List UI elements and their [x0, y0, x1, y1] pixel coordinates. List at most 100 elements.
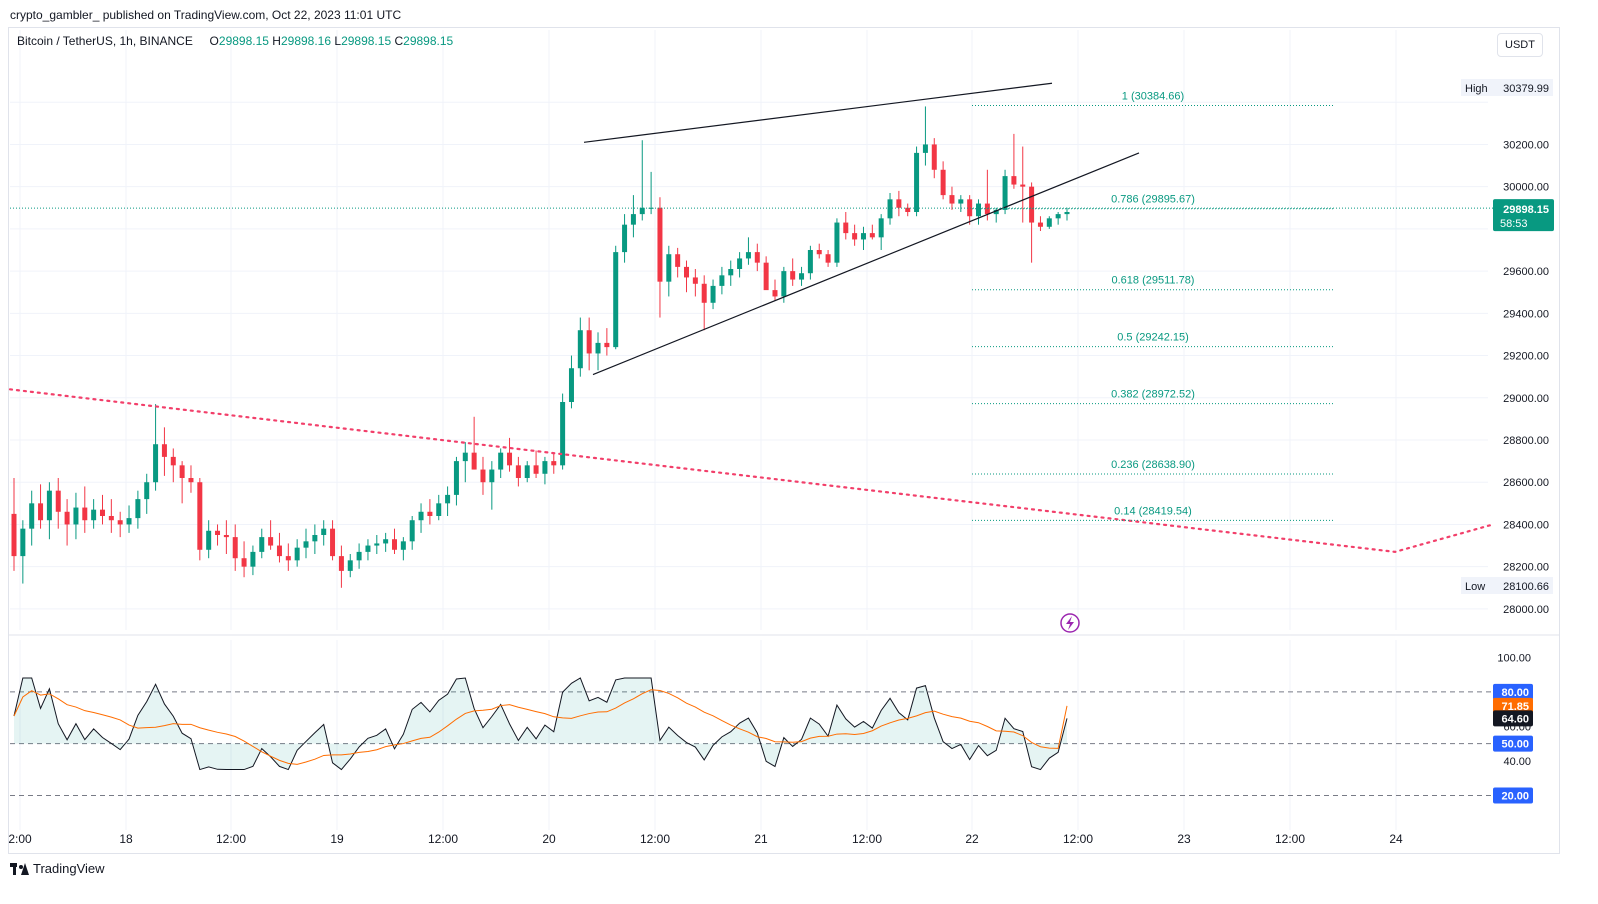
candle-body — [613, 252, 619, 348]
candle-body — [427, 511, 433, 516]
candle-body — [648, 207, 654, 209]
candle-body — [807, 250, 813, 274]
rsi-lower-tag — [1493, 787, 1533, 804]
candle-body — [781, 271, 787, 297]
candle-body — [453, 461, 459, 495]
candle-body — [321, 528, 327, 535]
time-tick-label: 12:00 — [640, 832, 670, 846]
candle-body — [38, 503, 44, 521]
candle-body — [1002, 176, 1008, 210]
candle-body — [675, 254, 681, 267]
candle-body — [905, 207, 911, 212]
time-tick-label: 12:00 — [852, 832, 882, 846]
candle-body — [462, 452, 468, 462]
candle-body — [958, 199, 964, 204]
candle-body — [869, 233, 875, 238]
candle-body — [515, 465, 521, 478]
candle-body — [887, 199, 893, 219]
last-price-countdown: 58:53 — [1500, 218, 1528, 230]
candle-body — [276, 545, 282, 557]
fib-level-label: 1 (30384.66) — [1122, 90, 1184, 102]
candle-body — [330, 528, 336, 557]
last-price-tag — [1493, 199, 1554, 232]
price-tick-label: 28200.00 — [1503, 562, 1549, 574]
candle-body — [400, 541, 406, 550]
candle-body — [259, 537, 265, 552]
tradingview-logo-icon — [10, 862, 29, 875]
candle-body — [73, 507, 79, 525]
price-tick-label: 29600.00 — [1503, 266, 1549, 278]
high-tag-value: 30379.99 — [1503, 83, 1549, 95]
rsi-tick-label: 40.00 — [1503, 756, 1531, 768]
symbol-text[interactable]: Bitcoin / TetherUS, 1h, BINANCE — [17, 34, 193, 48]
candle-body — [144, 482, 150, 500]
candle-body — [135, 499, 141, 519]
candle-body — [745, 252, 751, 259]
candle-body — [1046, 218, 1052, 227]
low-tag-label: Low — [1465, 581, 1485, 593]
candle-body — [197, 482, 203, 550]
candle-body — [356, 551, 362, 561]
last-price-value: 29898.15 — [1503, 204, 1549, 216]
candle-body — [657, 207, 663, 282]
candle-body — [737, 258, 743, 269]
low-value: 29898.15 — [341, 34, 392, 48]
candle-body — [391, 539, 397, 550]
time-tick-label: 12:00 — [216, 832, 246, 846]
rsi-middle-tag — [1493, 735, 1533, 752]
time-tick-label: 12:00 — [1275, 832, 1305, 846]
candle-body — [409, 520, 415, 542]
close-value: 29898.15 — [403, 34, 454, 48]
high-tag-label: High — [1465, 83, 1488, 95]
fib-level-label: 0.14 (28419.54) — [1114, 505, 1192, 517]
candle-body — [498, 452, 504, 470]
rsi-ma-line — [13, 689, 1068, 765]
low-label: L — [334, 34, 342, 48]
dotted-trendline — [8, 388, 1495, 554]
candle-body — [542, 461, 548, 474]
candle-body — [852, 233, 858, 240]
candle-body — [1037, 222, 1043, 227]
candle-body — [692, 277, 698, 284]
candle-body — [560, 402, 566, 466]
currency-button[interactable]: USDT — [1497, 33, 1543, 57]
candle-body — [507, 452, 513, 466]
rsi-fill — [14, 678, 1067, 770]
footer-brand[interactable]: TradingView — [10, 861, 105, 876]
candle-body — [312, 535, 318, 542]
candle-body — [108, 516, 114, 521]
candle-body — [347, 560, 353, 571]
candle-body — [914, 152, 920, 212]
candle-body — [374, 543, 380, 546]
rsi-ma-tag — [1493, 697, 1533, 714]
price-tick-label: 30000.00 — [1503, 182, 1549, 194]
candle-body — [993, 209, 999, 215]
candle-body — [338, 556, 344, 571]
candle-body — [931, 144, 937, 170]
candle-body — [825, 254, 831, 263]
candle-body — [710, 285, 716, 303]
open-label: O — [209, 34, 219, 48]
candle-body — [595, 342, 601, 354]
candle-body — [967, 199, 973, 217]
candle-body — [701, 283, 707, 303]
candle-body — [551, 461, 557, 466]
price-tick-label: 28000.00 — [1503, 604, 1549, 616]
candle-body — [799, 273, 805, 280]
lower-trendline — [592, 152, 1140, 376]
chart-frame — [8, 27, 1560, 854]
candle-body — [878, 218, 884, 238]
candle-body — [843, 222, 849, 234]
candle-body — [922, 144, 928, 153]
time-tick-label: 22 — [965, 832, 979, 846]
candle-body — [816, 250, 822, 255]
time-tick-label: 12:00 — [1063, 832, 1093, 846]
candle-body — [153, 444, 159, 483]
candle-body — [117, 520, 123, 525]
time-tick-label: 20 — [542, 832, 556, 846]
rsi-upper-tag — [1493, 683, 1533, 700]
high-label: H — [272, 34, 281, 48]
candle-body — [215, 530, 221, 535]
time-tick-label: 12:00 — [428, 832, 458, 846]
